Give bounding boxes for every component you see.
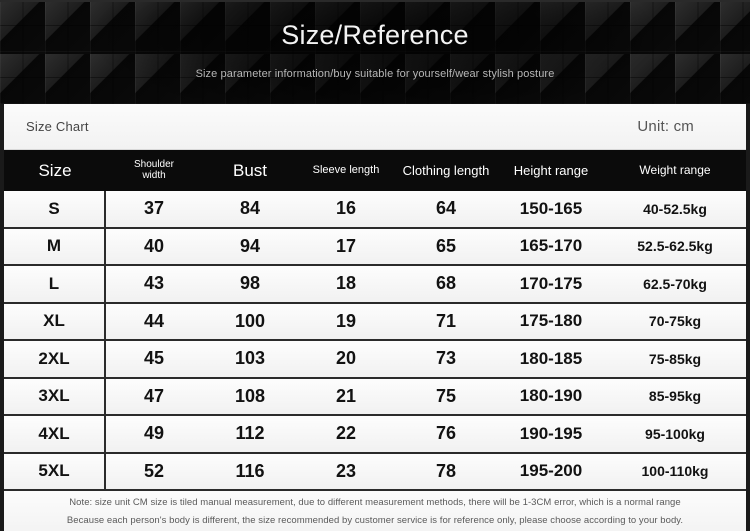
- cell-size: 3XL: [4, 378, 106, 414]
- cell-shoulder-width: 45: [143, 348, 165, 369]
- cell-clothing-length: 65: [435, 235, 457, 256]
- column-header-height-range: Height range: [513, 162, 589, 178]
- cell-bust: 116: [235, 460, 265, 481]
- column-header-weight-range: Weight range: [639, 163, 711, 178]
- table-row: 2XL 45 103 20 73 180-185 75-85kg: [4, 341, 746, 379]
- cell-weight-range: 40-52.5kg: [643, 200, 707, 217]
- table-row: 5XL 52 116 23 78 195-200 100-110kg: [4, 453, 746, 491]
- cell-sleeve-length: 18: [335, 273, 357, 294]
- table-row: S 37 84 16 64 150-165 40-52.5kg: [4, 191, 746, 229]
- cell-height-range: 175-180: [519, 311, 583, 331]
- cell-clothing-length: 78: [435, 460, 457, 481]
- footer-note-line-2: Because each person's body is different,…: [66, 515, 684, 526]
- cell-sleeve-length: 17: [335, 235, 357, 256]
- cell-weight-range: 85-95kg: [648, 388, 702, 405]
- size-chart-card: Size Chart Unit: cm Size Shoulder width …: [0, 104, 750, 531]
- column-header-shoulder-width: Shoulder width: [133, 159, 175, 181]
- cell-size: S: [4, 191, 106, 227]
- cell-clothing-length: 73: [435, 348, 457, 369]
- page-title: Size/Reference: [281, 20, 469, 50]
- size-chart-label: Size Chart: [26, 119, 89, 134]
- column-header-clothing-length: Clothing length: [402, 162, 490, 178]
- cell-height-range: 150-165: [519, 198, 583, 218]
- cell-shoulder-width: 47: [143, 385, 165, 406]
- cell-sleeve-length: 16: [335, 198, 357, 219]
- cell-size: 4XL: [4, 416, 106, 452]
- hero-banner: Size/Reference Size parameter informatio…: [0, 0, 750, 104]
- cell-shoulder-width: 49: [143, 423, 165, 444]
- cell-sleeve-length: 22: [335, 423, 357, 444]
- cell-bust: 108: [234, 385, 266, 406]
- page-subtitle: Size parameter information/buy suitable …: [195, 68, 555, 80]
- cell-shoulder-width: 43: [143, 273, 165, 294]
- cell-shoulder-width: 44: [143, 310, 165, 331]
- table-row: XL 44 100 19 71 175-180 70-75kg: [4, 303, 746, 341]
- cell-weight-range: 75-85kg: [648, 350, 702, 367]
- cell-clothing-length: 64: [435, 198, 457, 219]
- column-header-bust: Bust: [232, 160, 268, 180]
- cell-weight-range: 52.5-62.5kg: [637, 238, 713, 255]
- cell-shoulder-width: 52: [143, 460, 165, 481]
- column-header-size: Size: [38, 160, 72, 180]
- cell-sleeve-length: 23: [335, 460, 357, 481]
- cell-bust: 103: [234, 348, 266, 369]
- cell-weight-range: 70-75kg: [648, 313, 702, 330]
- cell-shoulder-width: 37: [143, 198, 165, 219]
- cell-size: XL: [4, 303, 106, 339]
- cell-size: 5XL: [4, 453, 106, 489]
- cell-height-range: 180-185: [519, 348, 583, 368]
- table-body: S 37 84 16 64 150-165 40-52.5kg M 40 94 …: [4, 191, 746, 491]
- cell-height-range: 170-175: [519, 273, 583, 293]
- footer-note-line-1: Note: size unit CM size is tiled manual …: [69, 496, 681, 508]
- footer-note: Note: size unit CM size is tiled manual …: [4, 491, 746, 531]
- cell-clothing-length: 71: [435, 310, 457, 331]
- cell-bust: 94: [239, 235, 261, 256]
- cell-sleeve-length: 19: [335, 310, 357, 331]
- cell-weight-range: 62.5-70kg: [643, 275, 707, 292]
- table-row: 3XL 47 108 21 75 180-190 85-95kg: [4, 378, 746, 416]
- cell-bust: 112: [235, 423, 265, 444]
- cell-height-range: 165-170: [519, 236, 583, 256]
- cell-shoulder-width: 40: [143, 235, 165, 256]
- cell-clothing-length: 68: [435, 273, 457, 294]
- cell-size: M: [4, 228, 106, 264]
- cell-bust: 84: [239, 198, 261, 219]
- cell-weight-range: 100-110kg: [641, 463, 709, 480]
- cell-weight-range: 95-100kg: [645, 425, 705, 442]
- cell-bust: 98: [239, 273, 261, 294]
- column-header-sleeve-length: Sleeve length: [312, 163, 380, 176]
- cell-sleeve-length: 20: [335, 348, 357, 369]
- hero-vignette: [0, 2, 750, 104]
- table-row: 4XL 49 112 22 76 190-195 95-100kg: [4, 416, 746, 454]
- unit-label: Unit: cm: [637, 118, 694, 135]
- cell-height-range: 195-200: [519, 461, 583, 481]
- cell-clothing-length: 75: [435, 385, 457, 406]
- size-chart-titlebar: Size Chart Unit: cm: [4, 104, 746, 150]
- cell-sleeve-length: 21: [335, 385, 357, 406]
- cell-size: L: [4, 266, 106, 302]
- cell-bust: 100: [234, 310, 266, 331]
- cell-clothing-length: 76: [435, 423, 457, 444]
- cell-height-range: 180-190: [519, 386, 583, 406]
- table-header-row: Size Shoulder width Bust Sleeve length C…: [4, 150, 746, 191]
- cell-height-range: 190-195: [519, 423, 583, 443]
- table-row: L 43 98 18 68 170-175 62.5-70kg: [4, 266, 746, 304]
- table-row: M 40 94 17 65 165-170 52.5-62.5kg: [4, 228, 746, 266]
- cell-size: 2XL: [4, 341, 106, 377]
